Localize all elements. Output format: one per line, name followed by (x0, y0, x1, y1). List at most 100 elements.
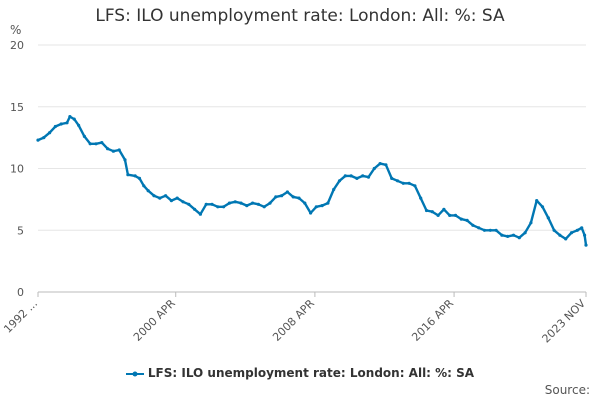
data-point[interactable] (384, 163, 388, 167)
data-point[interactable] (355, 176, 359, 180)
data-point[interactable] (407, 181, 411, 185)
data-point[interactable] (146, 189, 150, 193)
data-point[interactable] (372, 166, 376, 171)
data-point[interactable] (94, 142, 98, 146)
data-point[interactable] (251, 201, 255, 205)
data-point[interactable] (477, 226, 481, 230)
data-point[interactable] (448, 213, 452, 217)
data-point[interactable] (564, 237, 568, 241)
data-point[interactable] (245, 204, 249, 208)
data-point[interactable] (529, 221, 533, 225)
data-point[interactable] (59, 122, 63, 126)
data-point[interactable] (309, 211, 313, 215)
data-point[interactable] (378, 162, 382, 166)
data-point[interactable] (227, 201, 231, 205)
data-point[interactable] (575, 228, 579, 232)
data-point[interactable] (546, 216, 550, 220)
data-point[interactable] (488, 228, 492, 232)
data-point[interactable] (285, 190, 289, 194)
data-point[interactable] (523, 231, 527, 235)
data-point[interactable] (256, 202, 260, 206)
data-point[interactable] (297, 196, 301, 200)
data-point[interactable] (68, 115, 72, 119)
data-point[interactable] (53, 124, 58, 129)
data-point[interactable] (106, 147, 110, 151)
data-point[interactable] (471, 223, 475, 227)
data-point[interactable] (164, 194, 168, 198)
data-point[interactable] (314, 205, 318, 209)
data-point[interactable] (65, 121, 69, 125)
legend[interactable]: LFS: ILO unemployment rate: London: All:… (0, 366, 600, 380)
data-point[interactable] (169, 199, 173, 203)
data-point[interactable] (517, 236, 521, 240)
data-point[interactable] (158, 196, 162, 200)
data-point[interactable] (465, 218, 469, 222)
data-point[interactable] (239, 201, 243, 205)
data-point[interactable] (262, 205, 266, 209)
data-point[interactable] (72, 117, 76, 121)
data-point[interactable] (552, 228, 556, 232)
data-point[interactable] (494, 228, 498, 232)
data-point[interactable] (126, 173, 130, 177)
data-point[interactable] (540, 205, 545, 209)
data-point[interactable] (210, 202, 214, 206)
data-point[interactable] (500, 233, 504, 237)
data-point[interactable] (175, 196, 179, 200)
data-point[interactable] (558, 233, 562, 237)
data-point[interactable] (137, 176, 142, 180)
data-point[interactable] (36, 138, 40, 142)
data-point[interactable] (291, 195, 295, 199)
data-point[interactable] (100, 141, 104, 145)
data-point[interactable] (204, 202, 208, 206)
data-point[interactable] (583, 233, 587, 237)
data-point[interactable] (117, 148, 121, 152)
data-point[interactable] (268, 201, 272, 205)
data-point[interactable] (187, 202, 191, 206)
data-point[interactable] (77, 123, 81, 127)
data-point[interactable] (326, 201, 330, 205)
data-point[interactable] (280, 194, 284, 198)
data-point[interactable] (320, 204, 324, 208)
data-point[interactable] (442, 207, 446, 211)
data-point[interactable] (152, 194, 156, 198)
data-point[interactable] (390, 176, 394, 180)
data-point[interactable] (535, 199, 539, 203)
data-point[interactable] (584, 243, 588, 247)
data-point[interactable] (133, 174, 137, 178)
data-point[interactable] (459, 217, 463, 221)
data-point[interactable] (193, 207, 197, 211)
data-point[interactable] (419, 196, 423, 200)
data-point[interactable] (274, 195, 278, 199)
data-point[interactable] (303, 201, 307, 205)
data-point[interactable] (42, 136, 46, 140)
data-point[interactable] (48, 131, 52, 135)
data-point[interactable] (453, 213, 458, 217)
data-point[interactable] (233, 200, 237, 204)
data-point[interactable] (482, 228, 487, 232)
data-point[interactable] (111, 149, 115, 153)
data-point[interactable] (430, 210, 434, 214)
data-point[interactable] (216, 205, 220, 209)
data-point[interactable] (181, 200, 185, 204)
data-point[interactable] (580, 226, 584, 230)
data-point[interactable] (142, 184, 146, 188)
data-point[interactable] (343, 174, 347, 178)
data-point[interactable] (361, 174, 365, 178)
data-point[interactable] (82, 134, 86, 138)
data-point[interactable] (401, 181, 405, 185)
data-point[interactable] (366, 175, 371, 179)
data-point[interactable] (424, 208, 429, 213)
data-point[interactable] (506, 234, 510, 238)
data-point[interactable] (349, 174, 353, 178)
data-point[interactable] (222, 205, 226, 209)
data-point[interactable] (569, 231, 574, 235)
data-point[interactable] (413, 184, 417, 188)
data-point[interactable] (198, 212, 202, 216)
data-point[interactable] (436, 213, 440, 217)
data-point[interactable] (511, 233, 516, 237)
data-point[interactable] (337, 179, 342, 183)
data-point[interactable] (123, 158, 127, 162)
data-point[interactable] (332, 187, 336, 192)
data-point[interactable] (395, 179, 400, 183)
data-point[interactable] (88, 142, 92, 146)
